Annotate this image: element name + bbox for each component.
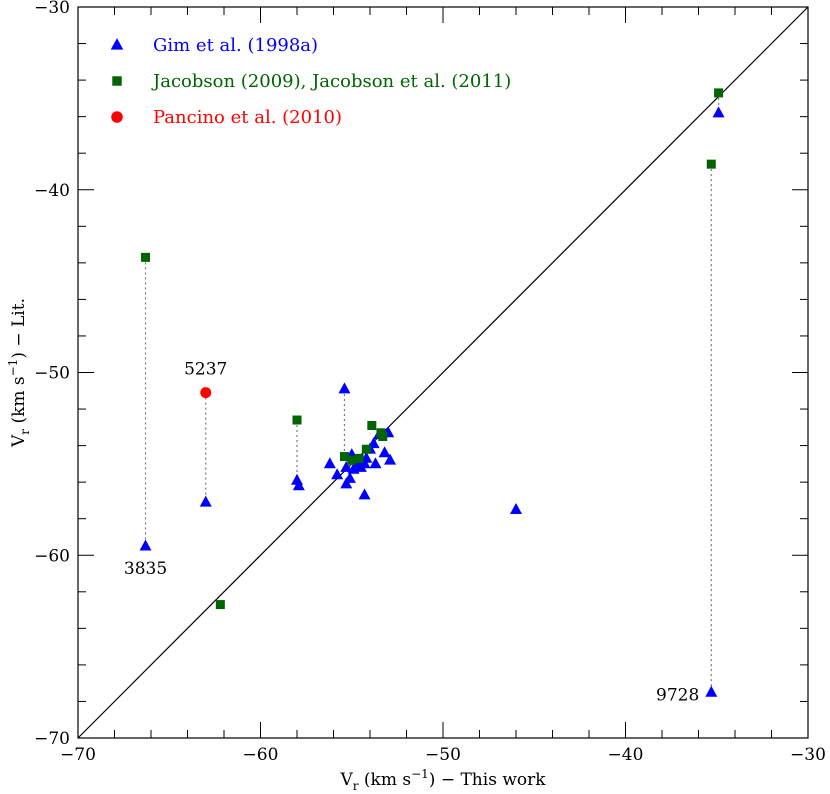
- square-point: [339, 452, 349, 462]
- square-point: [714, 88, 724, 98]
- triangle-point: [358, 488, 371, 500]
- triangle-point: [510, 502, 522, 514]
- x-tick-label: −50: [425, 745, 461, 765]
- legend-square-marker: [112, 76, 122, 86]
- legend-triangle-marker: [110, 38, 124, 50]
- square-point: [215, 600, 225, 610]
- square-point: [354, 453, 364, 463]
- y-tick-label: −50: [34, 364, 70, 384]
- legend: Gim et al. (1998a) Jacobson (2009), Jacob…: [110, 35, 511, 128]
- triangle-point: [340, 460, 353, 472]
- point-annotation: 3835: [124, 559, 167, 579]
- y-tick-label: −70: [34, 729, 70, 749]
- y-tick-label: −40: [34, 181, 70, 201]
- triangle-point: [331, 468, 344, 480]
- circle-point: [200, 387, 212, 399]
- triangle-point: [323, 457, 336, 469]
- triangle-point: [139, 539, 152, 551]
- square-point: [367, 420, 377, 430]
- x-axis-title: Vr (km s−1) − This work: [339, 767, 546, 793]
- legend-label: Gim et al. (1998a): [153, 35, 318, 56]
- triangle-point: [378, 446, 391, 458]
- x-tick-label: −70: [60, 745, 96, 765]
- triangle-point: [292, 479, 305, 491]
- x-tick-label: −60: [243, 745, 279, 765]
- y-axis-title: Vr (km s−1) − Lit.: [6, 298, 32, 448]
- identity-line: [77, 6, 809, 739]
- triangle-point: [199, 495, 212, 507]
- square-point: [706, 159, 716, 169]
- triangle-point: [369, 457, 382, 469]
- x-tick-label: −40: [608, 745, 644, 765]
- triangle-point: [343, 471, 356, 483]
- square-point: [292, 415, 302, 425]
- x-tick-label: −30: [790, 745, 826, 765]
- square-point: [378, 431, 388, 441]
- triangle-point: [384, 453, 397, 465]
- y-tick-label: −60: [34, 546, 70, 566]
- y-tick-label: −30: [34, 0, 70, 18]
- triangle-point: [712, 106, 725, 118]
- square-point: [347, 455, 357, 465]
- legend-circle-marker: [111, 111, 123, 123]
- legend-label: Pancino et al. (2010): [153, 107, 342, 128]
- square-point: [141, 252, 151, 262]
- triangle-point: [705, 685, 718, 697]
- point-annotation: 5237: [184, 360, 227, 380]
- triangle-point: [338, 382, 351, 394]
- square-point: [361, 444, 371, 454]
- axis-ticks: [77, 6, 809, 739]
- point-annotation: 9728: [656, 685, 699, 705]
- legend-label: Jacobson (2009), Jacobson et al. (2011): [151, 71, 511, 92]
